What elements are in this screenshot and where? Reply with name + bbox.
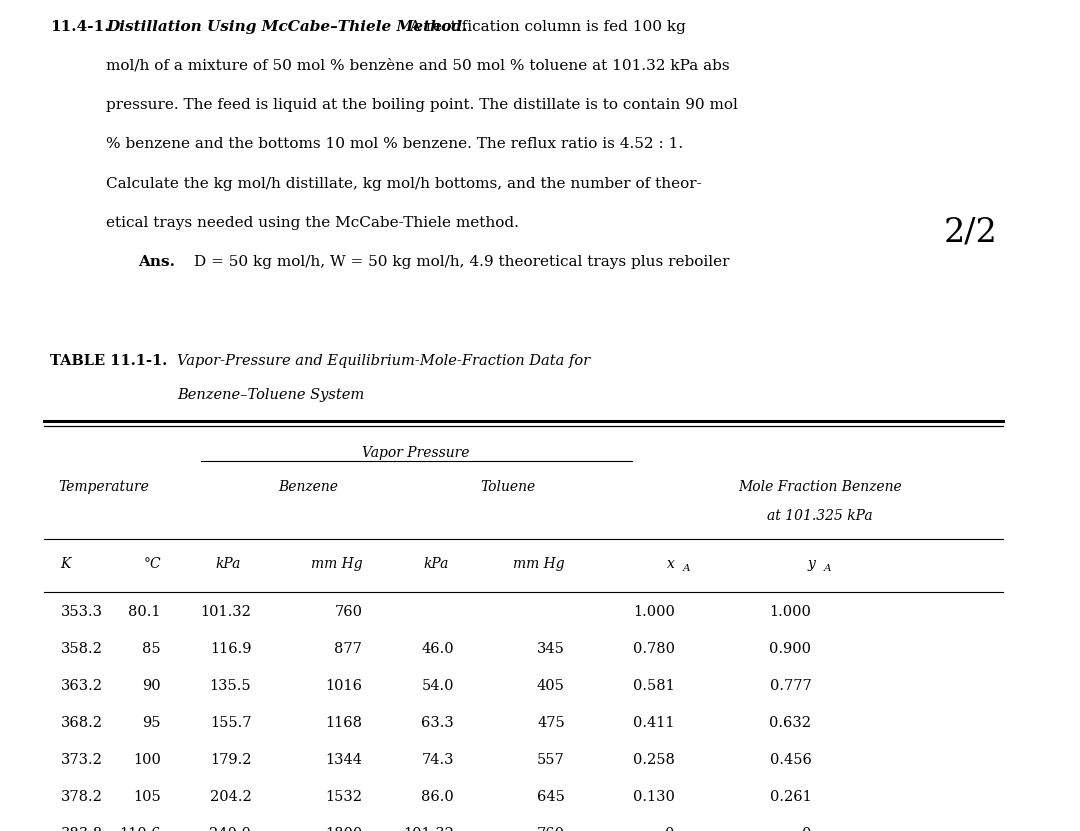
Text: mol/h of a mixture of 50 mol % benzène and 50 mol % toluene at 101.32 kPa abs: mol/h of a mixture of 50 mol % benzène a…	[106, 59, 729, 73]
Text: Benzene: Benzene	[279, 479, 338, 494]
Text: 363.2: 363.2	[60, 679, 103, 693]
Text: 90: 90	[143, 679, 161, 693]
Text: 63.3: 63.3	[421, 716, 454, 730]
Text: 80.1: 80.1	[129, 605, 161, 619]
Text: A: A	[684, 564, 691, 573]
Text: x: x	[667, 557, 675, 571]
Text: Vapor-Pressure and Equilibrium-Mole-Fraction Data for: Vapor-Pressure and Equilibrium-Mole-Frac…	[177, 354, 590, 367]
Text: 0.411: 0.411	[633, 716, 675, 730]
Text: Benzene–Toluene System: Benzene–Toluene System	[177, 388, 364, 402]
Text: 0.780: 0.780	[633, 642, 675, 656]
Text: 1344: 1344	[325, 753, 362, 767]
Text: Vapor Pressure: Vapor Pressure	[363, 446, 470, 460]
Text: 0.261: 0.261	[770, 790, 811, 804]
Text: 345: 345	[537, 642, 565, 656]
Text: 0.130: 0.130	[633, 790, 675, 804]
Text: 11.4-1.: 11.4-1.	[50, 20, 109, 33]
Text: 760: 760	[334, 605, 362, 619]
Text: Distillation Using McCabe–Thiele Method.: Distillation Using McCabe–Thiele Method.	[106, 20, 468, 33]
Text: Mole Fraction Benzene: Mole Fraction Benzene	[739, 479, 902, 494]
Text: A rectification column is fed 100 kg: A rectification column is fed 100 kg	[405, 20, 686, 33]
Text: 100: 100	[133, 753, 161, 767]
Text: kPa: kPa	[423, 557, 448, 571]
Text: 1168: 1168	[325, 716, 362, 730]
Text: °C: °C	[144, 557, 161, 571]
Text: % benzene and the bottoms 10 mol % benzene. The reflux ratio is 4.52 : 1.: % benzene and the bottoms 10 mol % benze…	[106, 137, 683, 151]
Text: 135.5: 135.5	[210, 679, 252, 693]
Text: 0: 0	[665, 828, 675, 831]
Text: 0.258: 0.258	[633, 753, 675, 767]
Text: 204.2: 204.2	[210, 790, 252, 804]
Text: 101.32: 101.32	[201, 605, 252, 619]
Text: 155.7: 155.7	[210, 716, 252, 730]
Text: Calculate the kg mol/h distillate, kg mol/h bottoms, and the number of theor-: Calculate the kg mol/h distillate, kg mo…	[106, 177, 702, 191]
Text: pressure. The feed is liquid at the boiling point. The distillate is to contain : pressure. The feed is liquid at the boil…	[106, 98, 738, 112]
Text: 358.2: 358.2	[60, 642, 103, 656]
Text: kPa: kPa	[215, 557, 241, 571]
Text: 557: 557	[537, 753, 565, 767]
Text: 1532: 1532	[325, 790, 362, 804]
Text: Ans.: Ans.	[138, 255, 175, 269]
Text: 0: 0	[802, 828, 811, 831]
Text: 110.6: 110.6	[119, 828, 161, 831]
Text: 179.2: 179.2	[210, 753, 252, 767]
Text: 383.8: 383.8	[60, 828, 103, 831]
Text: 475: 475	[537, 716, 565, 730]
Text: 2/2: 2/2	[944, 216, 998, 248]
Text: 353.3: 353.3	[60, 605, 103, 619]
Text: A: A	[823, 564, 831, 573]
Text: Toluene: Toluene	[480, 479, 536, 494]
Text: 378.2: 378.2	[60, 790, 103, 804]
Text: 240.0: 240.0	[210, 828, 252, 831]
Text: 760: 760	[537, 828, 565, 831]
Text: 0.900: 0.900	[769, 642, 811, 656]
Text: Temperature: Temperature	[58, 479, 149, 494]
Text: 1800: 1800	[325, 828, 362, 831]
Text: at 101.325 kPa: at 101.325 kPa	[767, 509, 873, 523]
Text: 368.2: 368.2	[60, 716, 103, 730]
Text: mm Hg: mm Hg	[311, 557, 362, 571]
Text: 105: 105	[133, 790, 161, 804]
Text: 1.000: 1.000	[633, 605, 675, 619]
Text: D = 50 kg mol/h, W = 50 kg mol/h, 4.9 theoretical trays plus reboiler: D = 50 kg mol/h, W = 50 kg mol/h, 4.9 th…	[194, 255, 730, 269]
Text: 116.9: 116.9	[210, 642, 252, 656]
Text: 1.000: 1.000	[770, 605, 811, 619]
Text: 373.2: 373.2	[60, 753, 103, 767]
Text: 0.777: 0.777	[770, 679, 811, 693]
Text: 74.3: 74.3	[421, 753, 454, 767]
Text: 54.0: 54.0	[421, 679, 454, 693]
Text: 0.632: 0.632	[769, 716, 811, 730]
Text: 645: 645	[537, 790, 565, 804]
Text: 46.0: 46.0	[421, 642, 454, 656]
Text: 85: 85	[143, 642, 161, 656]
Text: 877: 877	[335, 642, 362, 656]
Text: K: K	[60, 557, 71, 571]
Text: TABLE 11.1-1.: TABLE 11.1-1.	[50, 354, 167, 367]
Text: 1016: 1016	[325, 679, 362, 693]
Text: 86.0: 86.0	[421, 790, 454, 804]
Text: 0.581: 0.581	[633, 679, 675, 693]
Text: 0.456: 0.456	[770, 753, 811, 767]
Text: etical trays needed using the McCabe-Thiele method.: etical trays needed using the McCabe-Thi…	[106, 216, 518, 230]
Text: 95: 95	[143, 716, 161, 730]
Text: y: y	[807, 557, 815, 571]
Text: 405: 405	[537, 679, 565, 693]
Text: mm Hg: mm Hg	[513, 557, 565, 571]
Text: 101.32: 101.32	[403, 828, 454, 831]
